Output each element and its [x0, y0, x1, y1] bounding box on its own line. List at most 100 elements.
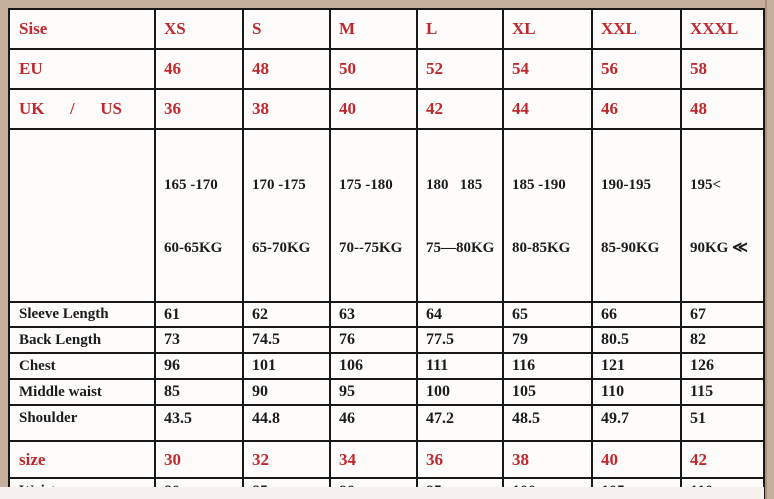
value-cell: 56 — [591, 48, 682, 90]
row-label: Shoulder — [8, 404, 156, 442]
value-cell: 46 — [154, 48, 244, 90]
value-cell: 36 — [416, 440, 504, 479]
height-weight-cell: 170 -175 65-70KG — [242, 128, 331, 303]
value-cell: S — [242, 8, 331, 50]
height-range-line: 175 -180 — [339, 177, 393, 193]
weight-range-line: 70--75KG — [339, 240, 403, 256]
table-row: Sleeve Length 61 62 63 64 65 66 67 — [8, 301, 765, 328]
value-cell: 116 — [502, 352, 593, 380]
value-cell: 79 — [502, 326, 593, 354]
height-range-line: 195< — [690, 177, 722, 193]
value-cell: 90 — [242, 378, 331, 406]
value-cell: 46 — [591, 88, 682, 130]
value-cell: 47.2 — [416, 404, 504, 442]
value-cell: 121 — [591, 352, 682, 380]
value-cell: 48.5 — [502, 404, 593, 442]
value-cell: 38 — [502, 440, 593, 479]
height-weight-cell: 175 -180 70--75KG — [329, 128, 418, 303]
value-cell: 63 — [329, 301, 418, 328]
height-range-line: 180 185 — [426, 177, 483, 193]
value-cell: 43.5 — [154, 404, 244, 442]
height-range-line: 165 -170 — [164, 177, 218, 193]
height-weight-cell: 185 -190 80-85KG — [502, 128, 593, 303]
weight-range-line: 60-65KG — [164, 240, 223, 256]
value-cell: 52 — [416, 48, 504, 90]
value-cell: 115 — [680, 378, 765, 406]
table-row: 165 -170 60-65KG 170 -175 65-70KG 175 -1… — [8, 128, 765, 303]
value-cell: 34 — [329, 440, 418, 479]
height-weight-cell: 190-195 85-90KG — [591, 128, 682, 303]
value-cell: 76 — [329, 326, 418, 354]
value-cell: 126 — [680, 352, 765, 380]
table-row: Sise XS S M L XL XXL XXXL — [8, 8, 765, 50]
weight-range-line: 85-90KG — [601, 240, 660, 256]
value-cell: 111 — [416, 352, 504, 380]
value-cell: M — [329, 8, 418, 50]
table-row: Chest 96 101 106 111 116 121 126 — [8, 352, 765, 380]
weight-range-line: 80-85KG — [512, 240, 571, 256]
value-cell: 95 — [329, 378, 418, 406]
value-cell: 30 — [154, 440, 244, 479]
row-label: Sise — [8, 8, 156, 50]
table-row: Back Length 73 74.5 76 77.5 79 80.5 82 — [8, 326, 765, 354]
value-cell: 44.8 — [242, 404, 331, 442]
value-cell: 38 — [242, 88, 331, 130]
value-cell: 61 — [154, 301, 244, 328]
bottom-strip — [0, 487, 764, 499]
table-row: UK / US 36 38 40 42 44 46 48 — [8, 88, 765, 130]
height-weight-cell: 165 -170 60-65KG — [154, 128, 244, 303]
table-row: EU 46 48 50 52 54 56 58 — [8, 48, 765, 90]
value-cell: XS — [154, 8, 244, 50]
weight-range-line: 75—80KG — [426, 240, 495, 256]
value-cell: 85 — [154, 378, 244, 406]
value-cell: 40 — [329, 88, 418, 130]
value-cell: 36 — [154, 88, 244, 130]
value-cell: 42 — [416, 88, 504, 130]
height-range-line: 185 -190 — [512, 177, 566, 193]
value-cell: 74.5 — [242, 326, 331, 354]
value-cell: 66 — [591, 301, 682, 328]
value-cell: 100 — [416, 378, 504, 406]
value-cell: 101 — [242, 352, 331, 380]
row-label — [8, 128, 156, 303]
height-range-line: 190-195 — [601, 177, 651, 193]
height-range-line: 170 -175 — [252, 177, 306, 193]
value-cell: 110 — [591, 378, 682, 406]
value-cell: XXXL — [680, 8, 765, 50]
right-edge-line — [765, 0, 767, 499]
value-cell: 64 — [416, 301, 504, 328]
value-cell: L — [416, 8, 504, 50]
table-row: Middle waist 85 90 95 100 105 110 115 — [8, 378, 765, 406]
value-cell: 58 — [680, 48, 765, 90]
value-cell: 77.5 — [416, 326, 504, 354]
value-cell: 96 — [154, 352, 244, 380]
row-label: Middle waist — [8, 378, 156, 406]
row-label: Chest — [8, 352, 156, 380]
table-row: size 30 32 34 36 38 40 42 — [8, 440, 765, 479]
value-cell: 62 — [242, 301, 331, 328]
height-weight-cell: 180 185 75—80KG — [416, 128, 504, 303]
height-weight-cell: 195< 90KG ≪ — [680, 128, 765, 303]
value-cell: XXL — [591, 8, 682, 50]
value-cell: 48 — [680, 88, 765, 130]
value-cell: 50 — [329, 48, 418, 90]
value-cell: 40 — [591, 440, 682, 479]
row-label: size — [8, 440, 156, 479]
value-cell: 44 — [502, 88, 593, 130]
weight-range-line: 90KG ≪ — [690, 240, 748, 256]
value-cell: 80.5 — [591, 326, 682, 354]
value-cell: 48 — [242, 48, 331, 90]
value-cell: 49.7 — [591, 404, 682, 442]
value-cell: 67 — [680, 301, 765, 328]
value-cell: 32 — [242, 440, 331, 479]
row-label: UK / US — [8, 88, 156, 130]
value-cell: XL — [502, 8, 593, 50]
value-cell: 42 — [680, 440, 765, 479]
value-cell: 105 — [502, 378, 593, 406]
row-label: Back Length — [8, 326, 156, 354]
value-cell: 82 — [680, 326, 765, 354]
weight-range-line: 65-70KG — [252, 240, 311, 256]
table-row: Shoulder 43.5 44.8 46 47.2 48.5 49.7 51 — [8, 404, 765, 442]
value-cell: 46 — [329, 404, 418, 442]
